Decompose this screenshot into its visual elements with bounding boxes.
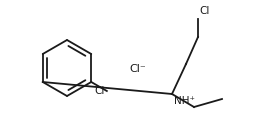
Text: NH⁺: NH⁺ — [174, 96, 195, 106]
Text: Cl: Cl — [95, 86, 105, 96]
Text: Cl⁻: Cl⁻ — [130, 64, 146, 74]
Text: Cl: Cl — [199, 6, 209, 16]
